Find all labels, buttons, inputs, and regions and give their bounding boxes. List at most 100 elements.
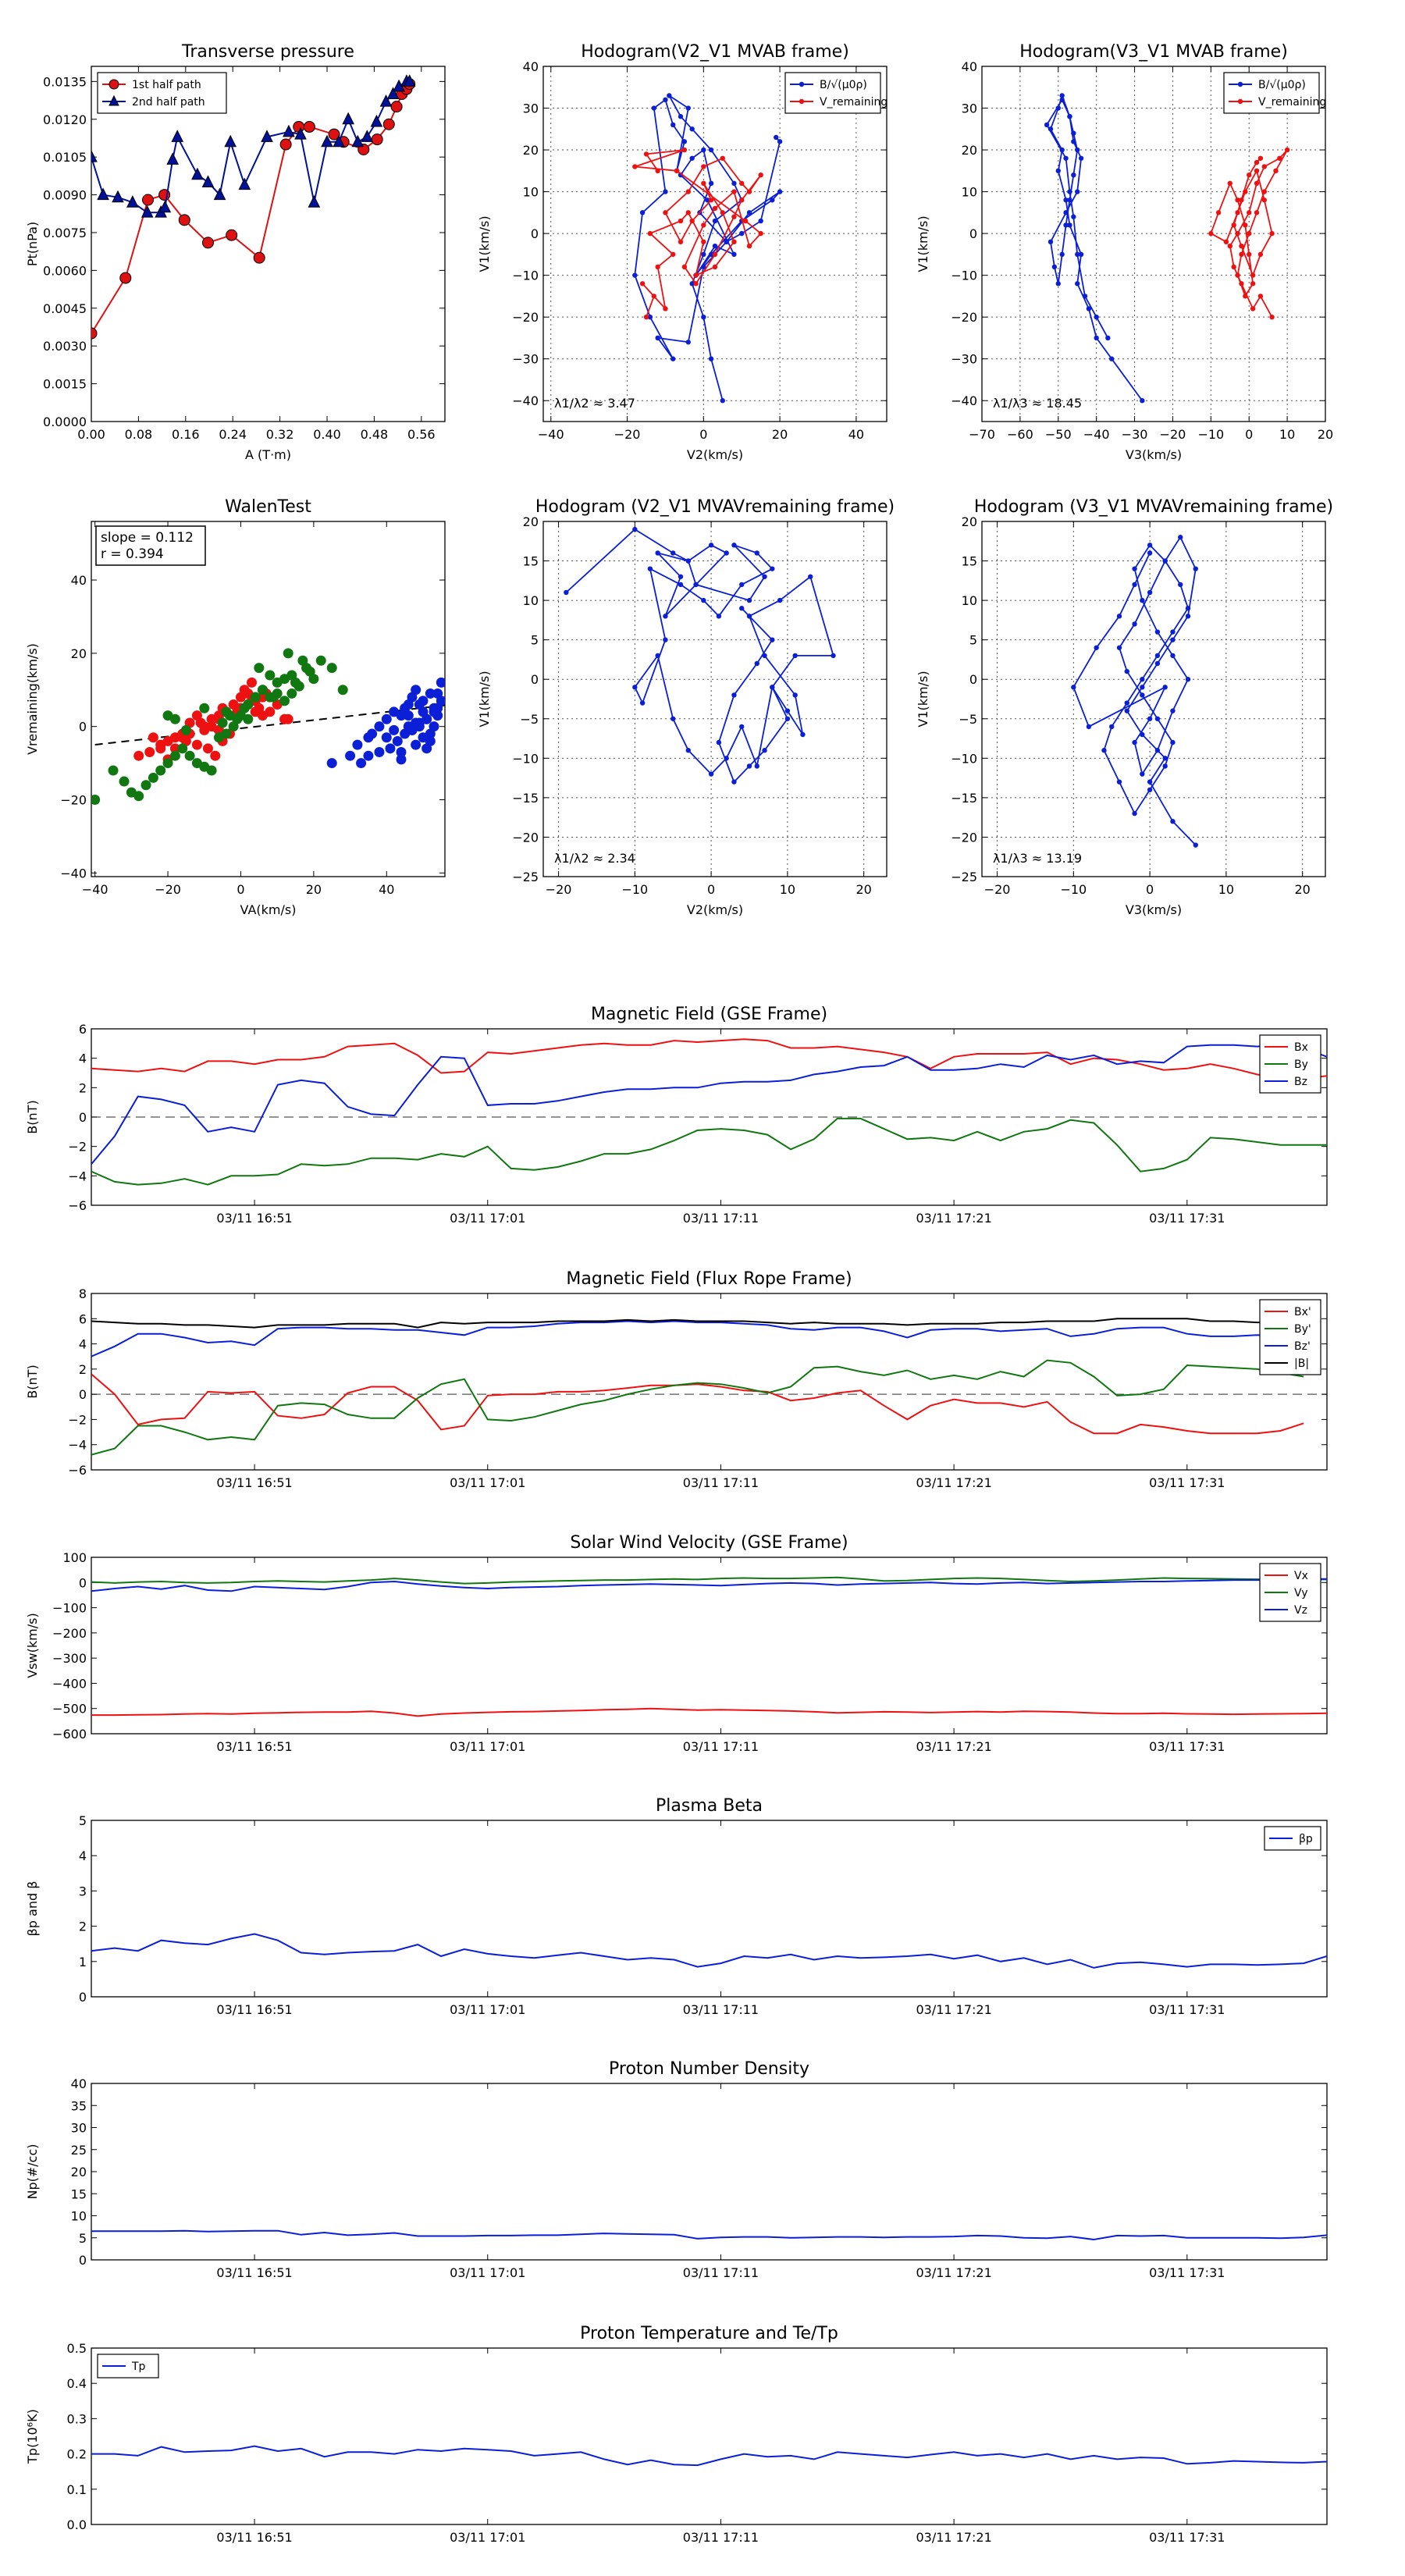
panel-tp: 0.0000 0.0015 0.0030 0.0045 0.0060 0.0075 0.00… xyxy=(25,42,446,462)
data-point xyxy=(731,543,737,548)
data-point xyxy=(177,743,188,754)
y-tick-label: 3 xyxy=(79,1884,87,1898)
data-point xyxy=(345,750,356,761)
data-point xyxy=(308,674,319,685)
legend-label: Tp xyxy=(131,2361,146,2373)
data-point xyxy=(169,743,180,754)
y-tick-label: 0.0135 xyxy=(43,74,87,89)
data-point xyxy=(418,732,429,743)
data-point xyxy=(708,771,714,777)
y-tick-label: 20 xyxy=(962,514,977,529)
data-point xyxy=(1140,685,1145,690)
data-point xyxy=(191,167,204,180)
legend-label: Bx' xyxy=(1294,1306,1311,1318)
x-tick-label: 03/11 17:11 xyxy=(683,1739,759,1754)
data-point xyxy=(133,791,144,802)
data-point xyxy=(689,155,695,161)
data-point xyxy=(716,739,722,745)
legend-box xyxy=(1259,1034,1321,1094)
data-point xyxy=(678,239,684,245)
data-point xyxy=(279,138,292,151)
y-tick-label: 0 xyxy=(969,672,977,687)
y-tick-label: 0.0030 xyxy=(43,339,87,354)
ratio-annotation: λ1/λ2 ≈ 2.34 xyxy=(554,851,635,866)
data-point xyxy=(201,175,215,187)
data-point xyxy=(1254,210,1260,215)
y-tick-label: 0 xyxy=(79,1990,87,2005)
data-point xyxy=(647,314,653,320)
data-point xyxy=(1185,614,1191,619)
data-layer xyxy=(91,1576,1327,1717)
data-point xyxy=(655,550,660,556)
series-B/√(μ0ρ) xyxy=(1044,93,1145,404)
data-point xyxy=(1247,172,1252,178)
y-tick-label: 0.0000 xyxy=(43,415,87,429)
x-tick-label: 40 xyxy=(848,427,864,442)
legend-marker xyxy=(108,94,119,106)
legend-label: By' xyxy=(1294,1323,1311,1336)
y-tick-label: 0.0120 xyxy=(43,112,87,127)
series-By' xyxy=(91,1359,1304,1456)
x-tick-label: 0.32 xyxy=(266,427,294,442)
data-point xyxy=(392,735,403,746)
data-point xyxy=(1075,251,1080,258)
data-point xyxy=(1162,763,1168,769)
y-tick-label: −6 xyxy=(68,1198,87,1213)
y-tick-label: 15 xyxy=(523,554,539,569)
legend: Bx' By' Bz' |B| xyxy=(1259,1299,1321,1375)
data-point xyxy=(1247,210,1252,215)
series-By xyxy=(91,1117,1327,1186)
data-point xyxy=(1243,189,1248,194)
data-point xyxy=(1109,356,1115,361)
chart-title: Proton Temperature and Te/Tp xyxy=(580,2324,838,2343)
data-point xyxy=(1154,748,1161,753)
data-point xyxy=(294,127,307,140)
y-tick-label: 6 xyxy=(79,1311,87,1326)
data-point xyxy=(422,743,432,754)
series-|B| xyxy=(91,1318,1304,1329)
data-point xyxy=(389,706,400,717)
data-point xyxy=(1231,222,1236,228)
data-layer xyxy=(91,648,445,805)
data-point xyxy=(381,713,392,724)
data-point xyxy=(1044,122,1050,128)
data-point xyxy=(739,724,745,730)
data-point xyxy=(171,130,184,142)
data-point xyxy=(693,582,699,588)
series-line xyxy=(91,1933,1327,1969)
stats-text: r = 0.394 xyxy=(101,546,164,562)
data-point xyxy=(303,120,315,133)
x-tick-label: 40 xyxy=(379,882,394,897)
data-point xyxy=(326,663,337,674)
x-tick-label: 03/11 17:01 xyxy=(450,1739,525,1754)
chart-title: Transverse pressure xyxy=(181,42,354,62)
plot-area xyxy=(91,1820,1327,1997)
series-line xyxy=(634,94,781,401)
data-point xyxy=(1284,147,1290,153)
data-point xyxy=(97,187,109,201)
data-point xyxy=(667,93,672,98)
data-point xyxy=(1063,210,1069,215)
y-tick-label: −40 xyxy=(951,393,977,408)
data-point xyxy=(1067,189,1072,194)
data-point xyxy=(770,637,775,642)
data-point xyxy=(333,134,345,148)
chart-title: Hodogram (V3_V1 MVAVremaining frame) xyxy=(974,497,1333,517)
data-point xyxy=(178,214,190,226)
legend-label: V_remaining xyxy=(1258,96,1326,109)
data-point xyxy=(155,765,166,776)
data-point xyxy=(126,195,139,208)
data-point xyxy=(1247,251,1252,258)
data-point xyxy=(663,210,668,215)
x-tick-label: 03/11 17:11 xyxy=(683,2002,759,2017)
plot-frame xyxy=(91,66,446,422)
data-point xyxy=(1254,180,1260,187)
series-line xyxy=(91,2229,1327,2241)
plot-frame xyxy=(91,1557,1328,1735)
series-line xyxy=(91,1359,1304,1456)
data-point xyxy=(1154,653,1161,659)
series-line xyxy=(91,1117,1327,1186)
series-line xyxy=(91,1576,1327,1585)
x-tick-label: 03/11 17:31 xyxy=(1149,2002,1225,2017)
legend-marker xyxy=(108,79,119,90)
